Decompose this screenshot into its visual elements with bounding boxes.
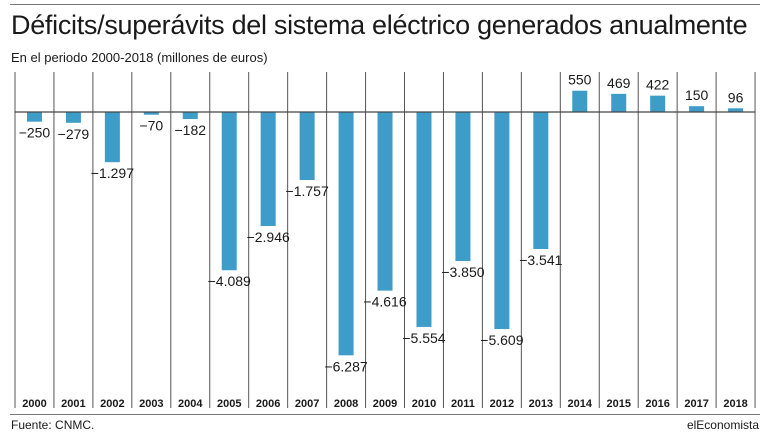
bar-2007 [299, 112, 315, 180]
year-label-2008: 2008 [334, 398, 358, 410]
year-label-2010: 2010 [412, 398, 436, 410]
chart-subtitle: En el periodo 2000-2018 (millones de eur… [11, 50, 268, 65]
bar-2008 [338, 112, 354, 356]
footer-rule [10, 414, 760, 415]
value-label-2008: −6.287 [324, 358, 367, 374]
value-label-2011: −3.850 [441, 264, 484, 280]
bar-2001 [65, 112, 81, 123]
bar-2012 [494, 112, 510, 330]
value-label-2005: −4.089 [208, 273, 251, 289]
value-label-2002: −1.297 [91, 165, 134, 181]
year-label-2009: 2009 [373, 398, 397, 410]
value-label-2014: 550 [568, 72, 592, 88]
source-note: Fuente: CNMC. [11, 418, 95, 432]
value-label-2013: −3.541 [519, 252, 562, 268]
bar-2004 [182, 112, 198, 120]
year-label-2001: 2001 [61, 398, 85, 410]
bar-2005 [221, 112, 237, 271]
year-label-2014: 2014 [568, 398, 593, 410]
year-label-2012: 2012 [490, 398, 514, 410]
bar-2006 [260, 112, 276, 227]
value-label-2015: 469 [607, 75, 631, 91]
brand-logo: elEconomista [686, 418, 759, 432]
year-label-2018: 2018 [723, 398, 747, 410]
year-label-2006: 2006 [256, 398, 280, 410]
top-rule [10, 4, 760, 5]
year-label-2000: 2000 [22, 398, 46, 410]
value-label-2012: −5.609 [480, 332, 523, 348]
bar-2011 [455, 112, 471, 261]
bar-2016 [650, 95, 666, 112]
value-label-2007: −1.757 [286, 183, 329, 199]
value-label-2016: 422 [646, 77, 670, 93]
value-label-2004: −182 [175, 122, 207, 138]
year-label-2007: 2007 [295, 398, 319, 410]
bar-2003 [143, 112, 159, 115]
value-label-2009: −4.616 [363, 294, 406, 310]
year-label-2002: 2002 [100, 398, 124, 410]
bar-2017 [689, 106, 705, 112]
value-label-2018: 96 [728, 89, 744, 105]
value-label-2003: −70 [139, 118, 163, 134]
value-label-2006: −2.946 [247, 229, 290, 245]
chart-title: Déficits/superávits del sistema eléctric… [11, 10, 748, 40]
bar-2014 [572, 90, 588, 112]
value-label-2010: −5.554 [402, 330, 445, 346]
bar-2018 [728, 108, 744, 112]
value-label-2001: −279 [58, 126, 90, 142]
year-label-2017: 2017 [684, 398, 708, 410]
year-label-2015: 2015 [606, 398, 630, 410]
bar-2000 [26, 112, 42, 122]
bar-2002 [104, 112, 120, 163]
year-label-2005: 2005 [217, 398, 241, 410]
year-label-2003: 2003 [139, 398, 163, 410]
bar-2013 [533, 112, 549, 250]
bar-2015 [611, 93, 627, 112]
year-label-2016: 2016 [645, 398, 669, 410]
value-label-2000: −250 [19, 125, 51, 141]
bar-2010 [416, 112, 432, 327]
year-label-2011: 2011 [451, 398, 475, 410]
bar-2009 [377, 112, 393, 291]
year-label-2013: 2013 [529, 398, 553, 410]
year-label-2004: 2004 [178, 398, 203, 410]
value-label-2017: 150 [685, 87, 709, 103]
